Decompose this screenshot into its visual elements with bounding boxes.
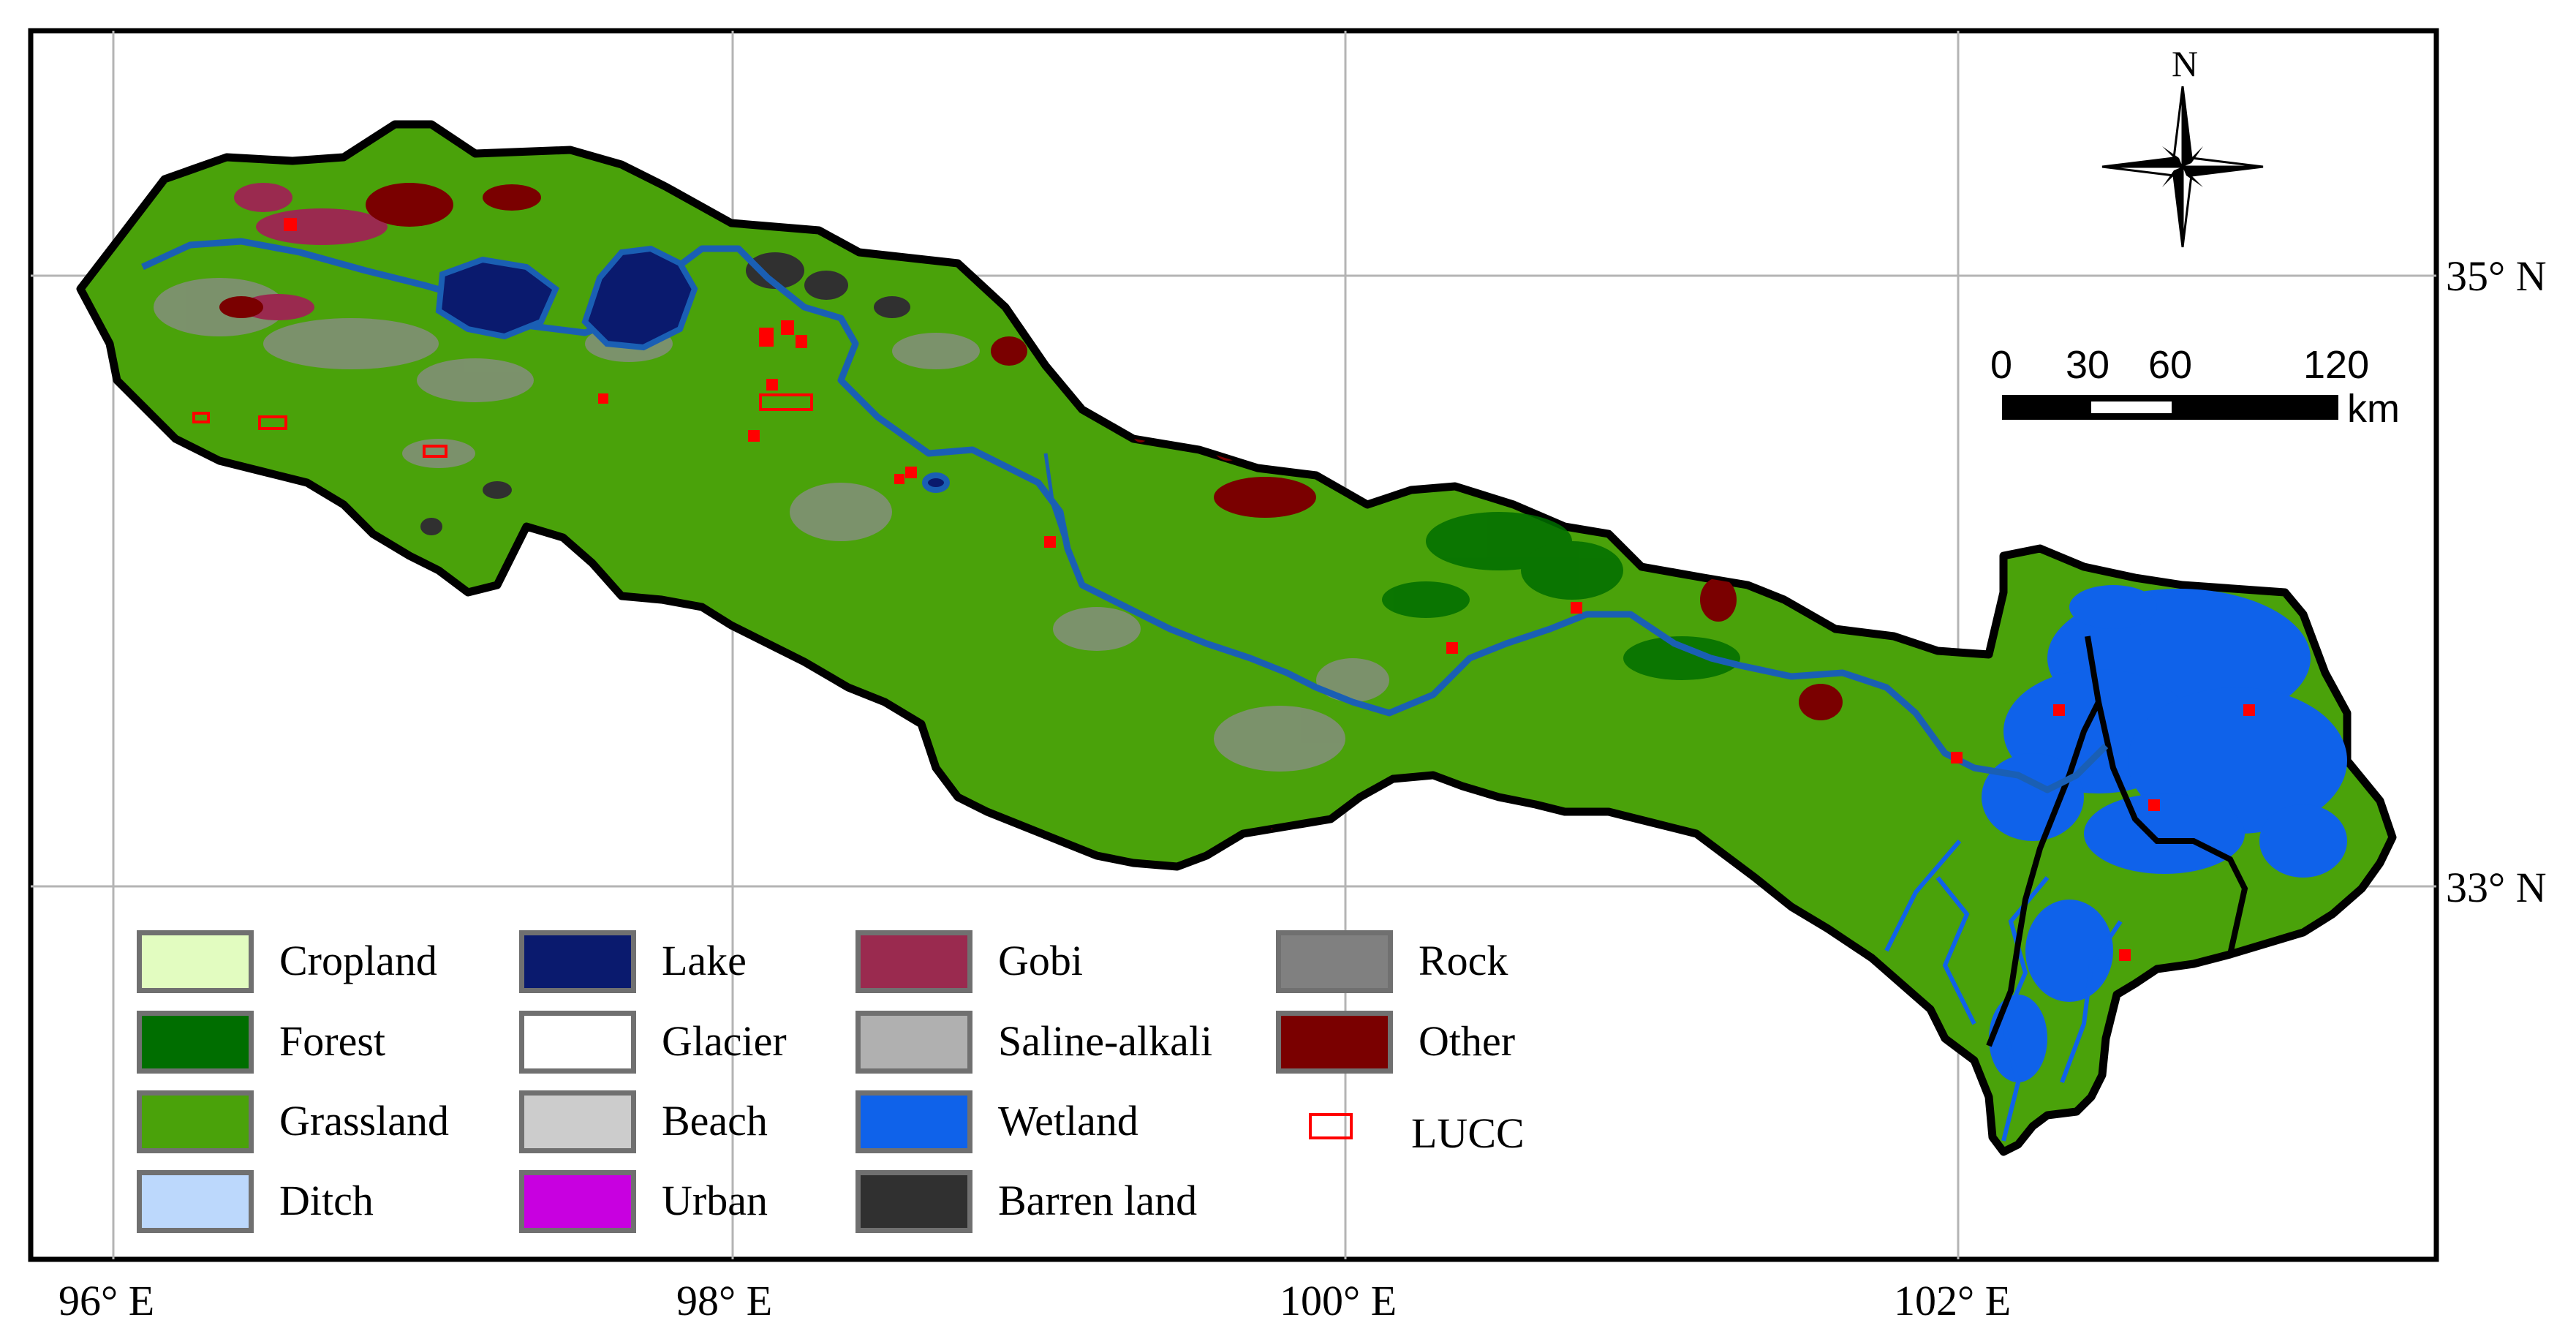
- lucc-outline-markers: [192, 393, 813, 458]
- lakes: [435, 245, 950, 493]
- legend-label: Rock: [1419, 937, 1508, 984]
- legend-label: Urban: [662, 1177, 768, 1224]
- lat-label-33: 33° N: [2446, 864, 2547, 911]
- lat-label-35: 35° N: [2446, 252, 2547, 300]
- lon-label-100: 100° E: [1280, 1277, 1397, 1324]
- legend-swatch: [519, 930, 636, 993]
- scale-bar: [2002, 395, 2338, 420]
- lon-label-102: 102° E: [1894, 1277, 2012, 1324]
- wetland-patches: [1982, 585, 2347, 1082]
- north-label: N: [2172, 43, 2199, 84]
- legend-swatch: [519, 1170, 636, 1233]
- legend-swatch: [855, 1090, 972, 1153]
- legend-swatch: [519, 1011, 636, 1074]
- scale-tick-30: 30: [2066, 343, 2110, 387]
- barren-patches: [420, 252, 910, 535]
- gobi-patches: [234, 183, 388, 320]
- wetland-streams: [1884, 840, 2123, 1142]
- legend-swatch: [1276, 930, 1393, 993]
- legend-swatch: [1276, 1011, 1393, 1074]
- legend-label: Ditch: [279, 1177, 374, 1224]
- forest-patches: [1382, 512, 1740, 680]
- legend-label: LUCC: [1411, 1109, 1525, 1157]
- sub-basin-boundaries: [1986, 636, 2248, 1047]
- legend-swatch: [855, 1011, 972, 1074]
- tributary-river: [1043, 453, 1070, 549]
- lon-label-98: 98° E: [676, 1277, 773, 1324]
- legend-swatch: [137, 930, 254, 993]
- scale-tick-0: 0: [1990, 343, 2013, 387]
- legend-swatch: [519, 1090, 636, 1153]
- legend-label: Grassland: [279, 1097, 449, 1145]
- lucc-swatch: [1309, 1113, 1353, 1139]
- legend-swatch: [137, 1170, 254, 1233]
- legend-swatch: [855, 1170, 972, 1233]
- legend-swatch: [855, 930, 972, 993]
- legend-label: Gobi: [998, 937, 1083, 984]
- legend-label: Lake: [662, 937, 747, 984]
- legend-swatch: [137, 1090, 254, 1153]
- north-arrow-compass-icon: [2101, 86, 2264, 248]
- legend-label: Wetland: [998, 1097, 1138, 1145]
- legend-label: Glacier: [662, 1017, 787, 1065]
- legend-label: Saline-alkali: [998, 1017, 1213, 1065]
- legend-label: Other: [1419, 1017, 1516, 1065]
- legend-label: Cropland: [279, 937, 437, 984]
- scale-tick-60: 60: [2148, 343, 2193, 387]
- legend-label: Forest: [279, 1017, 385, 1065]
- scale-unit: km: [2347, 387, 2400, 431]
- lon-label-96: 96° E: [58, 1277, 155, 1324]
- legend-label: Barren land: [998, 1177, 1198, 1224]
- legend-swatch: [137, 1011, 254, 1074]
- scale-tick-120: 120: [2303, 343, 2370, 387]
- legend-label: Beach: [662, 1097, 768, 1145]
- basin-polygon: [76, 120, 2397, 1156]
